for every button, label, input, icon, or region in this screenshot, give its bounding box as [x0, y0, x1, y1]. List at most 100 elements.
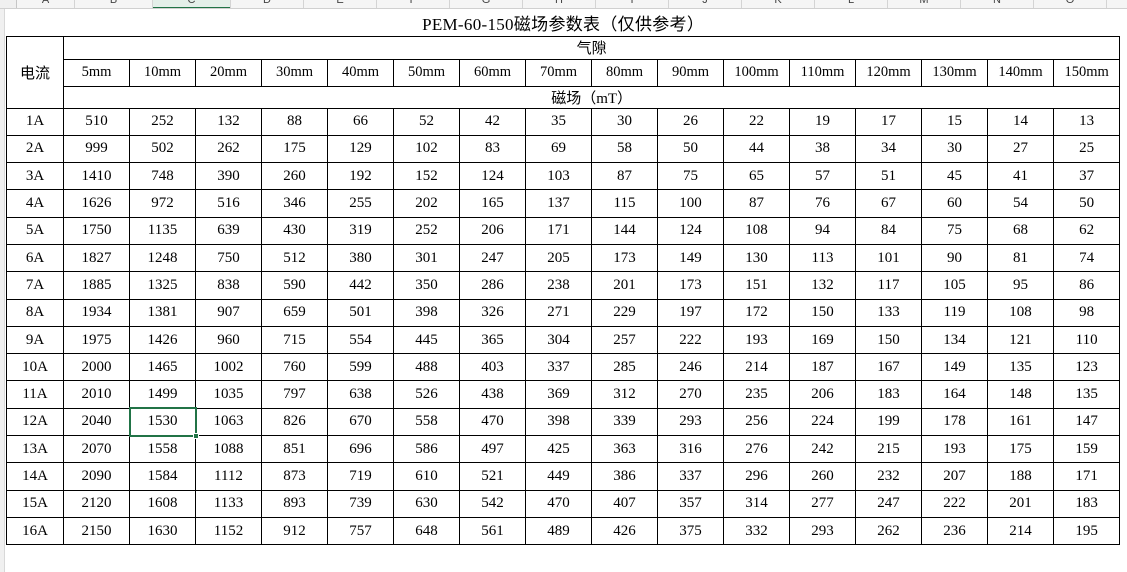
table-cell[interactable]: 178 — [921, 407, 988, 437]
table-cell[interactable]: 45 — [921, 162, 988, 191]
table-cell[interactable]: 50 — [1052, 189, 1121, 218]
table-cell[interactable]: 999 — [63, 134, 130, 164]
row-header-current[interactable]: 3A — [6, 162, 64, 191]
table-cell[interactable]: 1035 — [195, 380, 262, 409]
table-cell[interactable]: 470 — [459, 407, 526, 437]
table-cell[interactable]: 2150 — [63, 516, 130, 546]
table-cell[interactable]: 206 — [459, 216, 526, 245]
table-cell[interactable]: 542 — [459, 489, 526, 518]
table-cell[interactable]: 169 — [789, 325, 856, 355]
table-cell[interactable]: 1499 — [129, 380, 196, 409]
table-cell[interactable]: 449 — [525, 462, 592, 491]
table-cell[interactable]: 150 — [789, 298, 856, 327]
row-header-current[interactable]: 1A — [6, 107, 64, 136]
table-cell[interactable]: 199 — [855, 407, 922, 437]
table-cell[interactable]: 873 — [261, 462, 328, 491]
table-cell[interactable]: 1934 — [63, 298, 130, 327]
table-cell[interactable]: 1465 — [129, 353, 196, 382]
table-cell[interactable]: 183 — [1052, 489, 1121, 518]
table-row[interactable]: 13A 2070 1558 1088 851 696 586 497 425 363 316 276 2… — [6, 435, 1121, 464]
table-cell[interactable]: 260 — [261, 162, 328, 191]
table-cell[interactable]: 90 — [921, 243, 988, 273]
table-cell[interactable]: 86 — [1052, 271, 1121, 300]
table-cell[interactable]: 149 — [657, 243, 724, 273]
table-cell[interactable]: 304 — [525, 325, 592, 355]
table-cell[interactable]: 390 — [195, 162, 262, 191]
table-cell[interactable]: 271 — [525, 298, 592, 327]
table-cell[interactable]: 1584 — [129, 462, 196, 491]
row-header-current[interactable]: 11A — [6, 380, 64, 409]
column-header-e[interactable]: E — [304, 0, 377, 8]
column-header-l[interactable]: L — [815, 0, 888, 8]
table-cell[interactable]: 214 — [987, 516, 1054, 546]
table-cell[interactable]: 425 — [525, 435, 592, 464]
table-cell[interactable]: 696 — [327, 435, 394, 464]
row-header-current[interactable]: 14A — [6, 462, 64, 491]
table-cell[interactable]: 129 — [327, 134, 394, 164]
table-cell[interactable]: 610 — [393, 462, 460, 491]
row-header-current[interactable]: 13A — [6, 435, 64, 464]
table-cell[interactable]: 101 — [855, 243, 922, 273]
table-row[interactable]: 10A 2000 1465 1002 760 599 488 403 337 285 246 214 1… — [6, 353, 1121, 382]
table-cell[interactable]: 659 — [261, 298, 328, 327]
table-cell[interactable]: 442 — [327, 271, 394, 300]
table-row[interactable]: 1A 510 252 132 88 66 52 42 35 30 26 22 19 17 15 14 13 — [6, 107, 1121, 136]
table-cell[interactable]: 100 — [657, 189, 724, 218]
row-header-current[interactable]: 5A — [6, 216, 64, 245]
table-cell[interactable]: 98 — [1052, 298, 1121, 327]
column-header-o[interactable]: O — [1034, 0, 1107, 8]
table-cell[interactable]: 2040 — [63, 407, 130, 437]
table-cell[interactable]: 276 — [723, 435, 790, 464]
table-cell[interactable]: 188 — [987, 462, 1054, 491]
table-cell[interactable]: 19 — [789, 107, 856, 136]
table-cell[interactable]: 95 — [987, 271, 1054, 300]
table-cell[interactable]: 912 — [261, 516, 328, 546]
table-cell[interactable]: 148 — [987, 380, 1054, 409]
table-cell[interactable]: 907 — [195, 298, 262, 327]
table-cell[interactable]: 224 — [789, 407, 856, 437]
table-cell[interactable]: 247 — [459, 243, 526, 273]
table-cell[interactable]: 1530 — [129, 407, 196, 437]
table-row[interactable]: 2A 999 502 262 175 129 102 83 69 58 50 44 38 34 30 27 25 — [6, 134, 1121, 164]
table-cell[interactable]: 403 — [459, 353, 526, 382]
row-header-current[interactable]: 12A — [6, 407, 64, 437]
table-cell[interactable]: 242 — [789, 435, 856, 464]
table-cell[interactable]: 1063 — [195, 407, 262, 437]
table-cell[interactable]: 144 — [591, 216, 658, 245]
table-cell[interactable]: 893 — [261, 489, 328, 518]
table-cell[interactable]: 277 — [789, 489, 856, 518]
table-cell[interactable]: 132 — [195, 107, 262, 136]
table-cell[interactable]: 130 — [723, 243, 790, 273]
table-cell[interactable]: 1135 — [129, 216, 196, 245]
column-header-d[interactable]: D — [231, 0, 304, 8]
table-cell[interactable]: 1558 — [129, 435, 196, 464]
row-header-current[interactable]: 15A — [6, 489, 64, 518]
table-cell[interactable]: 67 — [855, 189, 922, 218]
table-cell[interactable]: 167 — [855, 353, 922, 382]
column-header-k[interactable]: K — [742, 0, 815, 8]
table-cell[interactable]: 2120 — [63, 489, 130, 518]
table-cell[interactable]: 501 — [327, 298, 394, 327]
table-cell[interactable]: 81 — [987, 243, 1054, 273]
table-row[interactable]: 7A 1885 1325 838 590 442 350 286 238 201 173 151 132… — [6, 271, 1121, 300]
table-cell[interactable]: 255 — [327, 189, 394, 218]
table-cell[interactable]: 30 — [591, 107, 658, 136]
table-cell[interactable]: 75 — [657, 162, 724, 191]
table-row[interactable]: 8A 1934 1381 907 659 501 398 326 271 229 197 172 150… — [6, 298, 1121, 327]
table-cell[interactable]: 1750 — [63, 216, 130, 245]
table-cell[interactable]: 838 — [195, 271, 262, 300]
table-cell[interactable]: 1630 — [129, 516, 196, 546]
column-header-b[interactable]: B — [75, 0, 153, 8]
table-cell[interactable]: 430 — [261, 216, 328, 245]
column-header-a[interactable]: A — [17, 0, 75, 8]
table-cell[interactable]: 123 — [1052, 353, 1121, 382]
table-cell[interactable]: 137 — [525, 189, 592, 218]
table-cell[interactable]: 117 — [855, 271, 922, 300]
row-header-current[interactable]: 6A — [6, 243, 64, 273]
table-cell[interactable]: 60 — [921, 189, 988, 218]
table-cell[interactable]: 192 — [327, 162, 394, 191]
table-cell[interactable]: 293 — [789, 516, 856, 546]
table-cell[interactable]: 232 — [855, 462, 922, 491]
table-cell[interactable]: 54 — [987, 189, 1054, 218]
row-header-gutter[interactable] — [0, 9, 5, 572]
